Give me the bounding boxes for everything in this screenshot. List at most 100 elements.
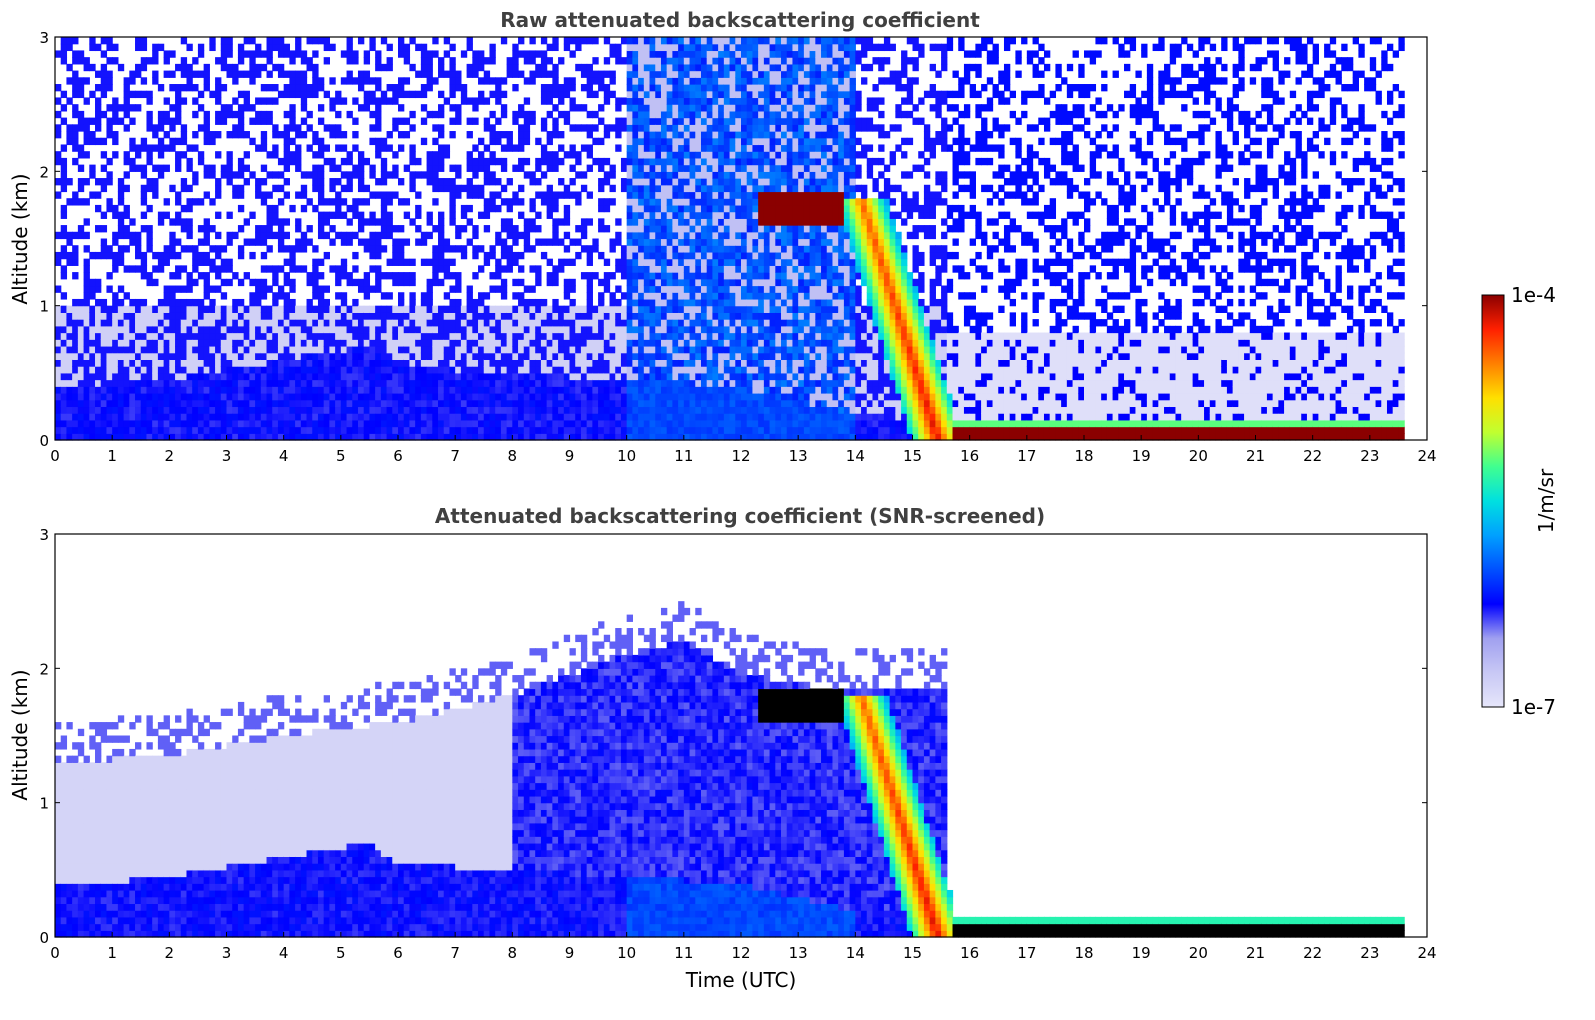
heatmap-cell <box>289 50 296 58</box>
heatmap-cell <box>266 285 273 293</box>
heatmap-cell <box>89 366 96 374</box>
heatmap-cell <box>89 251 96 260</box>
heatmap-cell <box>569 298 576 307</box>
heatmap-cell <box>95 84 102 92</box>
heatmap-cell <box>135 37 142 45</box>
heatmap-cell <box>735 372 742 381</box>
heatmap-cell <box>478 57 485 65</box>
heatmap-cell <box>60 57 68 65</box>
heatmap-cell <box>489 272 496 280</box>
heatmap-cell <box>455 406 462 414</box>
heatmap-cell <box>272 84 279 92</box>
heatmap-cell <box>655 184 662 193</box>
heatmap-cell <box>552 117 559 125</box>
heatmap-cell <box>632 312 639 320</box>
heatmap-cell <box>140 137 148 146</box>
heatmap-cell <box>455 164 462 172</box>
heatmap-cell <box>340 171 348 179</box>
heatmap-cell <box>232 184 239 193</box>
heatmap-cell <box>289 157 296 166</box>
heatmap-cell <box>643 90 651 99</box>
heatmap-cell <box>100 392 108 401</box>
heatmap-cell <box>615 419 622 428</box>
heatmap-cell <box>443 151 451 159</box>
heatmap-cell <box>695 238 702 246</box>
heatmap-cell <box>735 50 742 58</box>
heatmap-cell <box>683 144 691 152</box>
heatmap-cell <box>638 63 645 72</box>
heatmap-cell <box>741 413 748 421</box>
heatmap-cell <box>203 124 210 132</box>
heatmap-cell <box>152 184 159 193</box>
heatmap-cell <box>152 265 159 273</box>
heatmap-cell <box>615 131 622 139</box>
heatmap-cell <box>523 97 531 105</box>
heatmap-cell <box>500 332 508 340</box>
heatmap-cell <box>260 84 268 92</box>
heatmap-cell <box>346 312 353 320</box>
heatmap-cell <box>706 245 714 253</box>
heatmap-cell <box>335 352 342 360</box>
heatmap-cell <box>317 345 325 354</box>
heatmap-cell <box>55 258 62 266</box>
heatmap-cell <box>369 386 376 394</box>
heatmap-cell <box>632 225 639 233</box>
heatmap-cell <box>460 426 468 434</box>
heatmap-cell <box>489 151 496 159</box>
heatmap-cell <box>306 37 313 45</box>
heatmap-cell <box>678 419 685 428</box>
heatmap-cell <box>741 399 748 408</box>
heatmap-cell <box>706 144 714 152</box>
heatmap-cell <box>249 137 256 146</box>
heatmap-cell <box>432 305 439 313</box>
heatmap-cell <box>495 325 502 334</box>
heatmap-cell <box>346 151 353 159</box>
heatmap-cell <box>197 339 205 347</box>
heatmap-cell <box>300 231 308 240</box>
heatmap-cell <box>466 151 473 159</box>
heatmap-cell <box>598 399 605 408</box>
heatmap-cell <box>329 312 336 320</box>
heatmap-cell <box>392 352 399 360</box>
heatmap-cell <box>83 265 90 273</box>
heatmap-cell <box>718 204 725 213</box>
heatmap-cell <box>563 359 571 367</box>
heatmap-cell <box>598 104 605 112</box>
heatmap-cell <box>569 325 576 334</box>
heatmap-cell <box>649 298 656 307</box>
heatmap-cell <box>66 339 73 347</box>
heatmap-cell <box>672 426 679 434</box>
heatmap-cell <box>626 272 633 280</box>
heatmap-cell <box>529 312 536 320</box>
heatmap-cell <box>272 292 279 300</box>
heatmap-cell <box>352 419 359 428</box>
heatmap-cell <box>146 419 153 428</box>
heatmap-cell <box>180 70 188 78</box>
heatmap-cell <box>220 413 228 421</box>
heatmap-cell <box>586 292 593 300</box>
heatmap-cell <box>375 63 382 72</box>
heatmap-cell <box>620 332 628 340</box>
heatmap-cell <box>460 211 468 219</box>
heatmap-cell <box>129 426 136 434</box>
heatmap-cell <box>723 312 731 320</box>
heatmap-cell <box>323 419 330 428</box>
heatmap-cell <box>180 84 188 92</box>
heatmap-cell <box>660 70 668 78</box>
heatmap-cell <box>203 137 210 146</box>
heatmap-cell <box>729 272 736 280</box>
heatmap-cell <box>523 157 531 166</box>
heatmap-cell <box>700 278 708 287</box>
heatmap-cell <box>455 433 462 441</box>
heatmap-cell <box>529 319 536 327</box>
heatmap-cell <box>117 245 125 253</box>
heatmap-cell <box>518 124 525 132</box>
heatmap-cell <box>512 386 519 394</box>
heatmap-cell <box>180 225 188 233</box>
heatmap-cell <box>392 406 399 414</box>
heatmap-cell <box>386 171 393 179</box>
heatmap-cell <box>643 238 651 246</box>
heatmap-cell <box>289 84 296 92</box>
heatmap-cell <box>123 84 130 92</box>
heatmap-cell <box>60 399 68 408</box>
